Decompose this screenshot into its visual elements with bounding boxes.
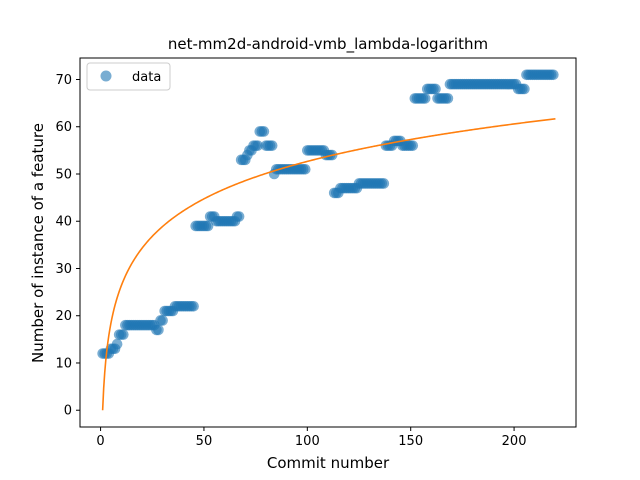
data-point xyxy=(548,69,559,81)
plot-area xyxy=(97,69,559,411)
data-point xyxy=(299,163,311,175)
x-tick-label: 100 xyxy=(295,434,320,449)
y-tick-label: 50 xyxy=(55,167,72,182)
data-point xyxy=(419,93,431,104)
y-tick-label: 70 xyxy=(55,73,72,88)
y-tick-label: 10 xyxy=(55,356,72,371)
data-point xyxy=(153,324,164,336)
data-point xyxy=(442,93,454,104)
axes-frame xyxy=(79,57,577,428)
data-point xyxy=(188,300,199,312)
data-point xyxy=(519,83,530,95)
y-tick-label: 60 xyxy=(55,120,72,135)
x-tick-label: 0 xyxy=(96,434,104,449)
y-tick-label: 20 xyxy=(55,309,72,324)
legend-label-data: data xyxy=(132,70,161,85)
x-tick-label: 200 xyxy=(502,434,527,449)
chart-title: net-mm2d-android-vmb_lambda-logarithm xyxy=(168,35,488,54)
x-tick-label: 50 xyxy=(196,434,213,449)
y-tick-label: 30 xyxy=(55,262,72,277)
data-point xyxy=(118,329,129,340)
data-point xyxy=(430,83,441,95)
data-point xyxy=(258,126,270,137)
y-tick-label: 0 xyxy=(64,404,72,419)
x-axis-label: Commit number xyxy=(267,454,390,472)
y-axis-ticks: 0 10 20 30 40 50 60 70 xyxy=(55,73,80,419)
legend-marker xyxy=(100,70,112,82)
axes-border xyxy=(79,57,577,428)
data-point xyxy=(233,211,245,222)
legend: data xyxy=(86,62,171,91)
data-point xyxy=(157,315,168,326)
data-point xyxy=(111,338,123,350)
data-point xyxy=(252,140,263,151)
data-point xyxy=(202,220,214,232)
y-axis-label: Number of instance of a feature xyxy=(29,123,47,363)
fit-line xyxy=(101,118,556,411)
x-tick-label: 150 xyxy=(398,434,423,449)
data-point xyxy=(266,140,278,151)
x-axis-ticks: 0 50 100 150 200 xyxy=(96,427,526,449)
data-point xyxy=(407,140,419,151)
data-point xyxy=(378,178,390,189)
legend-box xyxy=(86,62,171,91)
y-tick-label: 40 xyxy=(55,215,72,230)
